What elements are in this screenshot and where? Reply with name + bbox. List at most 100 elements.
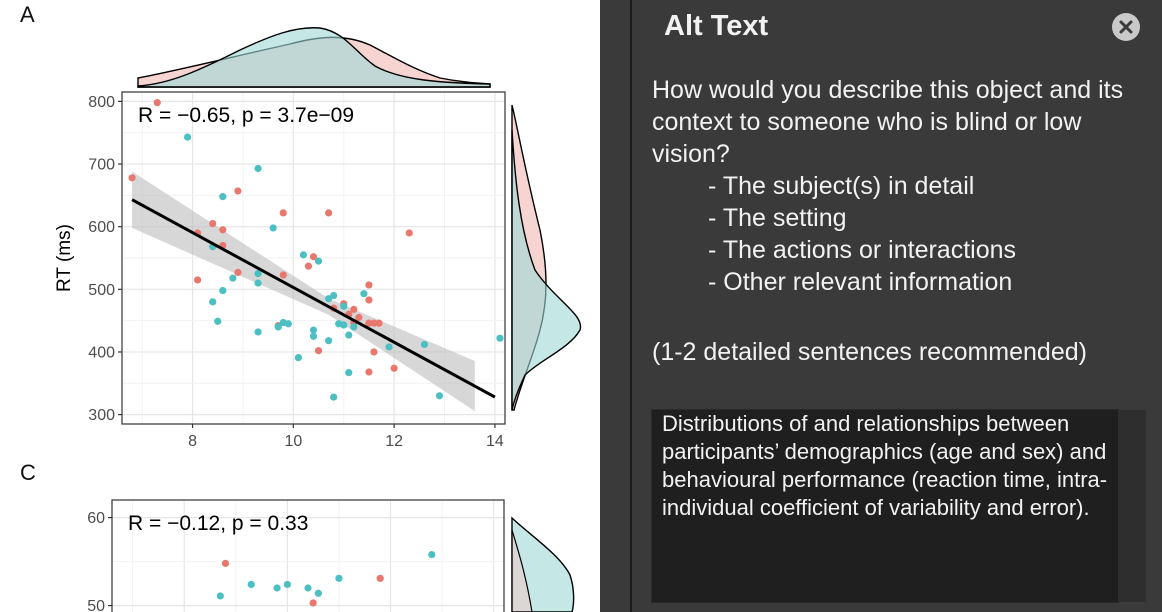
data-point: [325, 209, 333, 217]
instructions: How would you describe this object and i…: [652, 74, 1152, 298]
alt-text-pane: Alt Text How would you describe this obj…: [632, 0, 1162, 612]
data-point: [254, 279, 262, 287]
data-point: [428, 550, 436, 559]
data-point: [214, 317, 222, 325]
data-point: [299, 251, 308, 259]
data-point: [309, 253, 318, 261]
instruction-bullet: - The setting: [708, 204, 847, 232]
y-tick-label: 800: [88, 94, 115, 111]
data-point: [209, 298, 217, 306]
data-point: [314, 347, 323, 355]
data-point: [435, 392, 444, 400]
data-point: [254, 328, 262, 336]
data-point: [254, 164, 262, 173]
y-tick-label: 600: [88, 219, 115, 236]
data-point: [209, 219, 217, 228]
data-point: [309, 332, 318, 340]
regression-line: [131, 198, 496, 399]
data-point: [360, 290, 368, 298]
chart-a: 300 400 500 600 700 800 8 10 12 14 R = −0.65, p = …: [54, 91, 506, 450]
instruction-bullet: - Other relevant information: [708, 268, 1013, 296]
close-button[interactable]: [1112, 13, 1140, 41]
data-point: [385, 343, 393, 351]
data-point: [221, 559, 230, 567]
y-tick-label: 300: [88, 407, 115, 424]
plot-background: [112, 500, 504, 612]
data-point: [330, 393, 338, 401]
scatter-figure: 300 400 500 600 700 800 8 10 12 14 R = −0.65, p = …: [54, 27, 582, 612]
instructions-prompt: How would you describe this object and i…: [652, 76, 1124, 168]
data-point: [340, 321, 348, 329]
data-point: [325, 337, 333, 345]
data-point: [375, 319, 383, 327]
data-point: [345, 331, 353, 339]
data-point: [309, 599, 317, 607]
data-point: [370, 348, 378, 356]
data-point: [234, 268, 242, 277]
data-point: [279, 271, 287, 279]
correlation-annotation: R = −0.65, p = 3.7e−09: [138, 104, 354, 127]
data-point: [219, 286, 227, 295]
y-tick-label: 60: [87, 510, 105, 527]
data-point: [376, 574, 384, 582]
data-point: [216, 592, 224, 600]
data-point: [269, 224, 277, 232]
plot-border: [111, 499, 505, 612]
data-point: [234, 187, 242, 195]
top-density-male: [137, 27, 491, 88]
x-tick-label: 10: [284, 433, 302, 450]
y-tick-label: 500: [88, 282, 115, 299]
data-point: [390, 364, 398, 372]
recommendation-text: (1-2 detailed sentences recommended): [652, 338, 1087, 366]
alt-text-description-field[interactable]: [651, 409, 1119, 603]
data-point: [314, 257, 323, 265]
data-point: [365, 319, 373, 327]
chart-c: 50 60 R = −0.12, p = 0.33: [87, 499, 505, 612]
data-point: [405, 229, 413, 237]
data-point: [304, 262, 313, 270]
data-point: [350, 305, 358, 313]
x-tick-label: 8: [188, 433, 197, 450]
data-point: [283, 580, 291, 589]
description-scrollbar[interactable]: [1118, 410, 1146, 602]
data-point: [274, 323, 282, 331]
data-point: [345, 369, 353, 377]
pane-divider: [600, 0, 630, 612]
data-point: [284, 320, 292, 328]
data-point: [193, 276, 202, 284]
data-point: [183, 133, 192, 141]
plot-border: [121, 91, 506, 425]
panel-letter-c: C: [20, 460, 36, 485]
data-point: [294, 354, 302, 362]
data-point: [365, 368, 373, 376]
figure-panel: 300 400 500 600 700 800 8 10 12 14 R = −0.65, p = …: [20, 2, 582, 612]
x-tick-label: 12: [385, 433, 403, 450]
data-point: [370, 319, 378, 327]
panel-letter-a: A: [20, 2, 35, 27]
right-density-male: [511, 129, 582, 411]
data-point: [279, 209, 287, 217]
data-point: [273, 584, 281, 592]
close-circle-icon: [1119, 20, 1133, 34]
pane-title: Alt Text: [664, 10, 769, 42]
instruction-bullet: - The subject(s) in detail: [708, 172, 975, 200]
data-point: [247, 580, 255, 589]
y-axis-title: RT (ms): [54, 224, 75, 292]
data-point: [254, 270, 262, 278]
data-point: [325, 295, 333, 303]
y-tick-label: 400: [88, 344, 115, 361]
data-point: [229, 274, 237, 282]
data-point: [355, 313, 363, 322]
x-tick-label: 14: [486, 433, 504, 450]
data-point: [219, 193, 227, 201]
pane-resize-handle[interactable]: [630, 0, 632, 612]
data-point: [309, 326, 318, 334]
data-point: [365, 296, 373, 304]
data-point: [153, 99, 161, 107]
data-point: [496, 334, 504, 342]
y-tick-label: 700: [88, 157, 115, 174]
data-point: [128, 174, 136, 182]
data-point: [335, 574, 343, 582]
data-point: [304, 584, 312, 592]
data-point: [340, 302, 348, 310]
